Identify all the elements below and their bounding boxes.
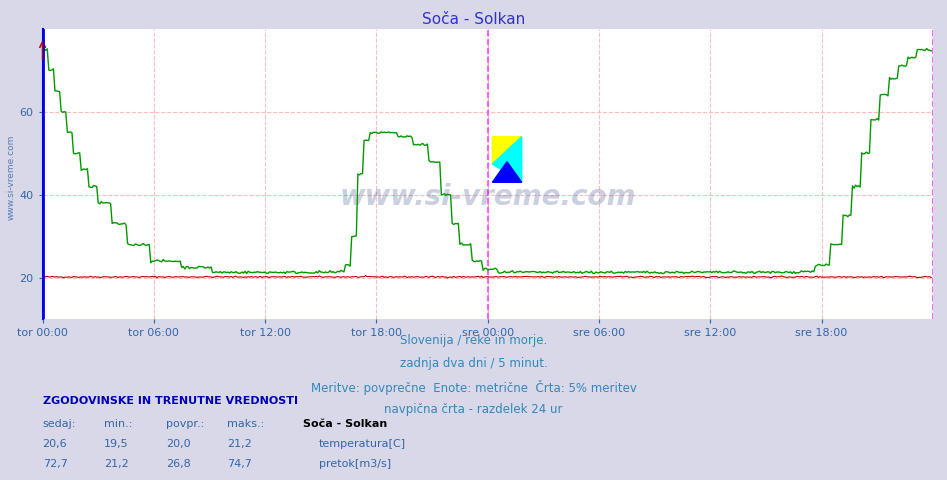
Text: 74,7: 74,7 [227, 459, 252, 469]
Text: povpr.:: povpr.: [166, 419, 204, 429]
Text: maks.:: maks.: [227, 419, 264, 429]
Text: zadnja dva dni / 5 minut.: zadnja dva dni / 5 minut. [400, 357, 547, 370]
Text: 21,2: 21,2 [104, 459, 129, 469]
Text: 21,2: 21,2 [227, 439, 252, 449]
Text: Soča - Solkan: Soča - Solkan [303, 419, 387, 429]
Text: Slovenija / reke in morje.: Slovenija / reke in morje. [400, 334, 547, 347]
Text: 20,0: 20,0 [166, 439, 190, 449]
Text: pretok[m3/s]: pretok[m3/s] [319, 459, 391, 469]
Text: temperatura[C]: temperatura[C] [319, 439, 406, 449]
Text: Soča - Solkan: Soča - Solkan [421, 12, 526, 27]
Polygon shape [492, 137, 522, 164]
Polygon shape [492, 137, 522, 182]
Text: sedaj:: sedaj: [43, 419, 76, 429]
Text: 26,8: 26,8 [166, 459, 190, 469]
Text: ZGODOVINSKE IN TRENUTNE VREDNOSTI: ZGODOVINSKE IN TRENUTNE VREDNOSTI [43, 396, 297, 406]
Text: navpična črta - razdelek 24 ur: navpična črta - razdelek 24 ur [384, 403, 563, 416]
Text: 20,6: 20,6 [43, 439, 67, 449]
Text: min.:: min.: [104, 419, 133, 429]
Text: www.si-vreme.com: www.si-vreme.com [7, 135, 16, 220]
Text: www.si-vreme.com: www.si-vreme.com [339, 183, 636, 211]
Text: 19,5: 19,5 [104, 439, 129, 449]
Text: Meritve: povprečne  Enote: metrične  Črta: 5% meritev: Meritve: povprečne Enote: metrične Črta:… [311, 380, 636, 395]
Polygon shape [492, 162, 522, 182]
Text: 72,7: 72,7 [43, 459, 67, 469]
